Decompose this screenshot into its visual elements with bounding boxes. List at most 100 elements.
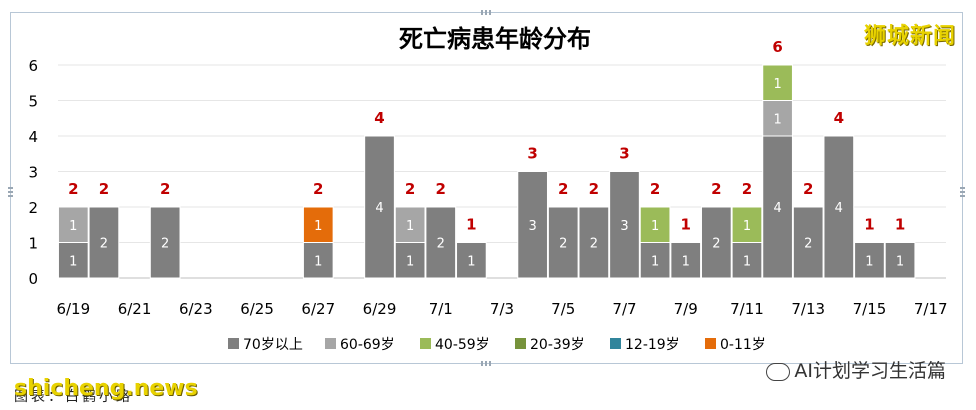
x-tick-label: 7/3: [490, 300, 514, 318]
x-axis: 6/19 6/21 6/23 6/25 6/27 6/29 7/1 7/3 7/5 7/7 7/9 7…: [56, 300, 947, 318]
total-label: 2: [711, 180, 721, 198]
watermark-bottom-left: shicheng.news: [14, 376, 198, 401]
bar-segment: [302, 206, 334, 243]
segment-value-label: 1: [773, 77, 781, 92]
watermark-top-right: 狮城新闻: [863, 24, 956, 49]
total-label: 1: [864, 216, 874, 234]
x-tick-label: 6/21: [118, 300, 152, 318]
total-label: 2: [558, 180, 568, 198]
x-tick-label: 6/19: [56, 300, 90, 318]
x-tick-label: 7/1: [429, 300, 453, 318]
bars: 1 1 2 2 1 1 4 1 1 2 1 3 2 2 3 1 1 1 2 1 1 4 1 1 2 4 1 1: [57, 64, 916, 279]
bar-segment: [823, 135, 855, 279]
legend-swatch: [228, 338, 239, 349]
bar-segment: [609, 171, 640, 279]
y-axis: 0 1 2 3 4 5 6: [28, 57, 38, 288]
total-label: 1: [681, 216, 691, 234]
y-tick-label: 2: [28, 199, 38, 217]
segment-value-label: 1: [743, 219, 751, 234]
resize-handle-right[interactable]: [960, 185, 965, 197]
watermark-bottom-right-text: AI计划学习生活篇: [794, 360, 946, 382]
total-labels: 2 2 2 2 4 2 2 1 3 2 2 3 2 1 2 2 6 2 4 1 1: [68, 38, 905, 234]
segment-value-label: 1: [406, 219, 414, 234]
bar-segment: [762, 135, 793, 279]
y-tick-label: 0: [28, 270, 38, 288]
x-tick-label: 7/13: [791, 300, 825, 318]
bar-segment: [302, 242, 334, 279]
bar-segment: [639, 242, 671, 279]
x-tick-label: 7/5: [551, 300, 575, 318]
total-label: 2: [742, 180, 752, 198]
bar-segment: [578, 206, 610, 279]
resize-handle-top[interactable]: [481, 10, 493, 15]
x-tick-label: 7/9: [674, 300, 698, 318]
resize-handle-left[interactable]: [8, 185, 13, 197]
segment-value-label: 4: [835, 201, 843, 216]
chart-frame: [8, 10, 965, 366]
legend-label: 70岁以上: [243, 337, 303, 353]
segment-value-label: 1: [651, 219, 659, 234]
legend-label: 40-59岁: [435, 337, 490, 353]
y-tick-label: 4: [28, 128, 38, 146]
segment-value-label: 1: [651, 254, 659, 269]
x-tick-label: 7/15: [853, 300, 887, 318]
total-label: 2: [405, 180, 415, 198]
total-label: 4: [834, 109, 844, 127]
segment-value-label: 3: [620, 219, 628, 234]
segment-value-label: 2: [804, 237, 812, 252]
x-tick-label: 7/7: [612, 300, 636, 318]
legend-label: 0-11岁: [720, 337, 766, 353]
bar-segment: [364, 135, 395, 279]
x-tick-label: 6/25: [240, 300, 274, 318]
x-tick-label: 6/23: [179, 300, 213, 318]
bar-segment: [762, 64, 793, 101]
legend-label: 60-69岁: [340, 337, 395, 353]
legend-swatch: [610, 338, 621, 349]
segment-value-label: 1: [896, 254, 904, 269]
x-tick-label: 7/11: [730, 300, 764, 318]
total-label: 6: [772, 38, 782, 56]
total-label: 4: [374, 109, 384, 127]
bar-segment: [57, 206, 89, 243]
bar-segment: [547, 206, 579, 279]
legend-swatch: [420, 338, 431, 349]
segment-value-label: 2: [712, 237, 720, 252]
segment-value-label: 1: [314, 219, 322, 234]
legend: 70岁以上 60-69岁 40-59岁 20-39岁 12-19岁 0-11岁: [228, 337, 766, 353]
bar-segment: [425, 206, 457, 279]
bar-segment: [884, 242, 916, 279]
segment-value-label: 4: [375, 201, 383, 216]
segment-value-label: 1: [69, 219, 77, 234]
legend-label: 20-39岁: [530, 337, 585, 353]
segment-value-label: 2: [559, 237, 567, 252]
total-label: 2: [589, 180, 599, 198]
bar-segment: [731, 242, 763, 279]
watermark-bottom-right: AI计划学习生活篇: [766, 356, 946, 383]
bar-segment: [394, 206, 426, 243]
total-label: 1: [895, 216, 905, 234]
bar-segment: [670, 242, 702, 279]
y-tick-label: 1: [28, 235, 38, 253]
total-label: 2: [99, 180, 109, 198]
bar-segment: [394, 242, 426, 279]
total-label: 1: [466, 216, 476, 234]
segment-value-label: 2: [100, 237, 108, 252]
wechat-icon: [766, 362, 791, 381]
resize-handle-bottom[interactable]: [481, 361, 493, 366]
legend-swatch: [705, 338, 716, 349]
segment-value-label: 1: [406, 254, 414, 269]
total-label: 2: [650, 180, 660, 198]
total-label: 2: [313, 180, 323, 198]
segment-value-label: 1: [682, 254, 690, 269]
segment-value-label: 2: [437, 237, 445, 252]
bar-segment: [854, 242, 885, 279]
bar-segment: [731, 206, 763, 243]
bar-segment: [149, 206, 181, 279]
y-tick-label: 5: [28, 93, 38, 111]
total-label: 3: [619, 145, 629, 163]
source-caption: 图表：白鹤小路: [14, 389, 133, 405]
total-label: 2: [803, 180, 813, 198]
segment-value-label: 1: [69, 254, 77, 269]
bar-segment: [456, 242, 487, 279]
